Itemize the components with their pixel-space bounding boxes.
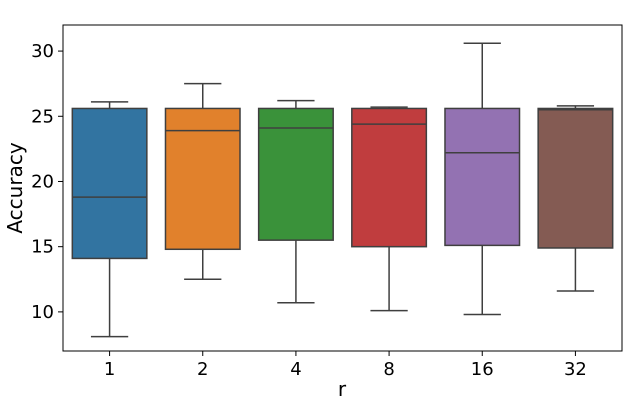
box-iqr	[257, 107, 334, 241]
x-tick-label: 2	[197, 359, 208, 380]
x-tick-label: 1	[104, 359, 115, 380]
box-1	[71, 101, 148, 338]
box-iqr	[164, 107, 241, 251]
y-tick-label: 20	[31, 171, 54, 192]
box-2	[164, 82, 241, 281]
y-tick-label: 10	[31, 302, 54, 323]
plot-frame	[62, 24, 623, 352]
x-tick-label: 4	[290, 359, 301, 380]
x-axis: 1 2 4 8 16 32	[104, 351, 587, 380]
box-iqr	[71, 107, 148, 260]
y-tick-label: 25	[31, 106, 54, 127]
box-4	[257, 99, 334, 304]
box-iqr	[351, 107, 428, 248]
x-tick-label: 16	[471, 359, 494, 380]
y-tick-label: 30	[31, 41, 54, 62]
x-tick-label: 32	[564, 359, 587, 380]
x-axis-label: r	[338, 377, 347, 401]
y-axis-label: Accuracy	[3, 142, 27, 233]
boxes-layer	[71, 42, 614, 338]
box-32	[537, 105, 614, 292]
y-tick-label: 15	[31, 237, 54, 258]
x-tick-label: 8	[383, 359, 394, 380]
y-axis: 10 15 20 25 30	[31, 41, 63, 323]
box-iqr	[537, 107, 614, 249]
box-8	[351, 106, 428, 312]
box-iqr	[444, 107, 521, 247]
box-16	[444, 42, 521, 316]
